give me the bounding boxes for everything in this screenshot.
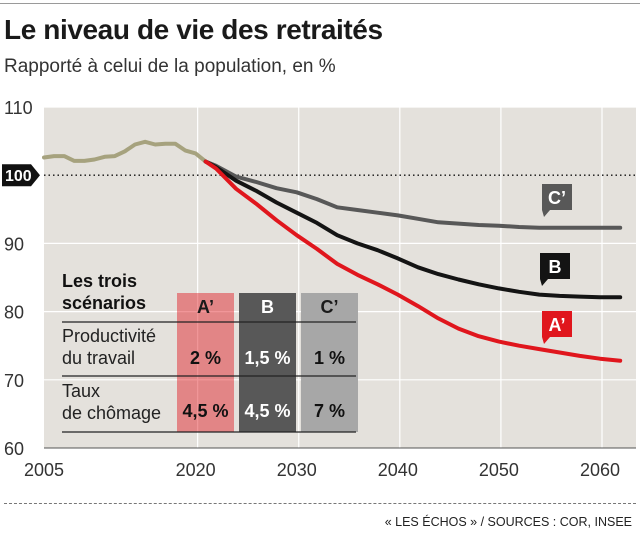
scenario-column-header: A’ [197,297,214,317]
table-cell-value: 4,5 % [182,401,228,421]
x-tick-label: 2060 [580,460,620,480]
chart-subtitle: Rapporté à celui de la population, en % [4,56,336,77]
y-tick-label: 60 [4,439,24,459]
series-line-historical [42,139,208,164]
series-tag-c-prime [542,184,572,217]
scenario-column-bg [239,293,296,432]
reference-tag [2,164,40,187]
table-cell-value: 4,5 % [244,401,290,421]
x-tick-label: 2050 [479,460,519,480]
y-tick-label: 90 [4,234,24,254]
table-cell-value: 1,5 % [244,348,290,368]
table-row-label-line: Taux [62,381,100,401]
series-tag-label: C’ [548,188,566,208]
table-row-label-line: Productivité [62,326,156,346]
table-row-label-line: de chômage [62,403,161,423]
y-tick-label: 110 [4,98,33,118]
x-tick-label: 2020 [176,460,216,480]
series-line-b [203,159,623,300]
table-title-line: Les trois [62,271,137,291]
table-cell-value: 1 % [314,348,345,368]
table-cell-value: 2 % [190,348,221,368]
y-tick-label: 80 [4,303,24,323]
scenario-column-bg [177,293,234,432]
y-tick-label: 70 [4,371,24,391]
series-tag-a-prime [542,311,572,344]
table-cell-value: 7 % [314,401,345,421]
series-line-c-prime [203,159,623,230]
table-row-label-line: du travail [62,348,135,368]
footer-divider [4,503,636,504]
x-tick-label: 2040 [378,460,418,480]
scenario-column-bg [301,293,358,432]
chart-title: Le niveau de vie des retraités [4,14,383,45]
x-tick-label: 2005 [24,460,64,480]
top-rule [0,3,640,4]
series-line-a-prime [203,159,623,363]
scenario-column-header: B [261,297,274,317]
x-tick-label: 2030 [277,460,317,480]
scenario-column-header: C’ [321,297,339,317]
series-tag-label: B [549,257,562,277]
table-title-line: scénarios [62,293,146,313]
reference-tag-label: 100 [5,168,32,185]
series-tag-label: A’ [548,315,565,335]
source-note: « LES ÉCHOS » / SOURCES : COR, INSEE [384,515,632,529]
series-tag-b [540,253,570,286]
